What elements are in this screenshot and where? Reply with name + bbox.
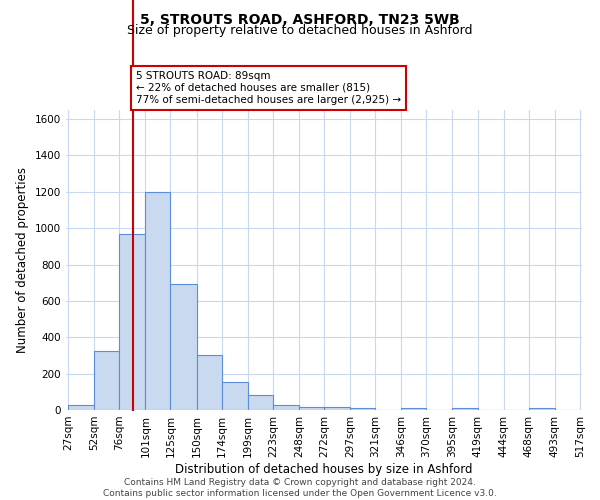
Bar	[452, 408, 478, 410]
Bar	[221, 382, 248, 410]
Bar	[401, 408, 427, 410]
Bar	[273, 406, 299, 410]
Bar	[119, 234, 145, 410]
Bar	[170, 284, 197, 410]
Bar	[299, 406, 324, 410]
Text: 5 STROUTS ROAD: 89sqm
← 22% of detached houses are smaller (815)
77% of semi-det: 5 STROUTS ROAD: 89sqm ← 22% of detached …	[136, 72, 401, 104]
Bar	[94, 351, 119, 410]
X-axis label: Distribution of detached houses by size in Ashford: Distribution of detached houses by size …	[175, 462, 473, 475]
Text: Contains HM Land Registry data © Crown copyright and database right 2024.
Contai: Contains HM Land Registry data © Crown c…	[103, 478, 497, 498]
Bar	[68, 406, 94, 410]
Y-axis label: Number of detached properties: Number of detached properties	[16, 167, 29, 353]
Text: Size of property relative to detached houses in Ashford: Size of property relative to detached ho…	[127, 24, 473, 37]
Bar	[350, 408, 375, 410]
Text: 5, STROUTS ROAD, ASHFORD, TN23 5WB: 5, STROUTS ROAD, ASHFORD, TN23 5WB	[140, 12, 460, 26]
Bar	[529, 408, 555, 410]
Bar	[324, 408, 350, 410]
Bar	[248, 396, 273, 410]
Bar	[145, 192, 170, 410]
Bar	[197, 354, 221, 410]
